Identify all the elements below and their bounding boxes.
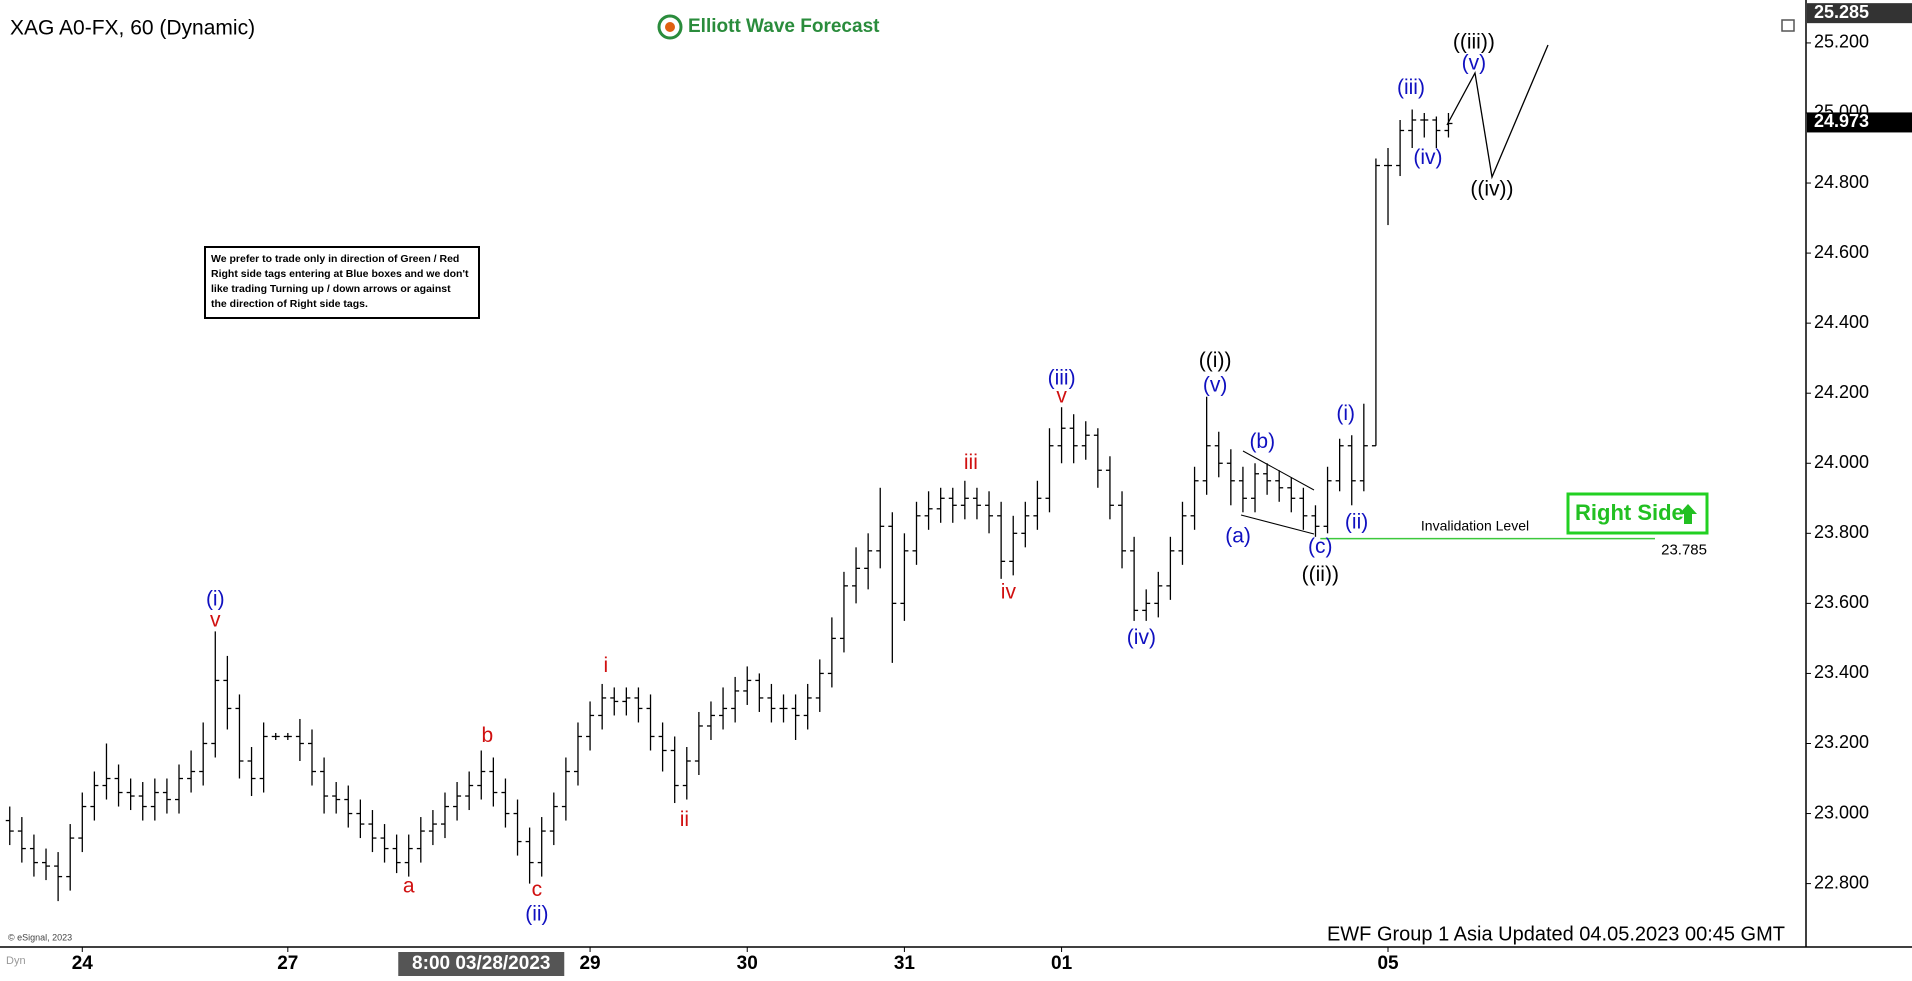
wave-label: ((i)) (1199, 349, 1232, 372)
y-tick-label: 25.200 (1814, 32, 1869, 52)
price-label-box (1807, 112, 1912, 133)
x-tick-label: 24 (72, 953, 94, 974)
note-line: We prefer to trade only in direction of … (211, 253, 459, 265)
wave-label: (iii) (1397, 76, 1425, 99)
y-tick-label: 23.600 (1814, 592, 1869, 612)
window-icon[interactable] (1781, 19, 1795, 32)
logo-dot (665, 22, 675, 32)
wave-label: ((iv)) (1470, 178, 1513, 201)
y-tick-label: 24.800 (1814, 172, 1869, 192)
note-line: the direction of Right side tags. (211, 298, 368, 310)
copyright: © eSignal, 2023 (8, 932, 72, 942)
x-tick-label: 01 (1051, 953, 1073, 974)
wave-label: (b) (1249, 430, 1275, 453)
wave-label: (ii) (1345, 510, 1368, 533)
y-tick-label: 23.400 (1814, 662, 1869, 682)
triangle-line (1240, 514, 1315, 535)
wave-label: (c) (1308, 535, 1333, 558)
wave-label: v (210, 608, 221, 631)
note-line: Right side tags entering at Blue boxes a… (211, 268, 469, 280)
crosshair-label: 8:00 03/28/2023 (412, 953, 550, 974)
price-label-box (1807, 3, 1912, 24)
wave-label: ((ii)) (1302, 563, 1339, 586)
x-tick-label: 31 (894, 953, 916, 974)
note-frame (204, 246, 480, 319)
price-label: 25.285 (1814, 2, 1869, 22)
wave-label: iv (1001, 580, 1017, 603)
brand-name: Elliott Wave Forecast (688, 16, 880, 37)
x-tick-label: 29 (579, 953, 600, 974)
x-tick-label: 05 (1377, 953, 1399, 974)
wave-label: a (403, 875, 415, 898)
y-tick-label: 23.800 (1814, 522, 1869, 542)
wave-label: ii (680, 808, 689, 831)
crosshair-box (398, 952, 565, 976)
wave-label: (ii) (525, 903, 548, 926)
wave-label: (v) (1203, 374, 1228, 397)
x-tick-label: 30 (737, 953, 758, 974)
wave-label: (iv) (1413, 146, 1442, 169)
invalidation-label: Invalidation Level (1421, 517, 1529, 533)
triangle-line (1242, 450, 1315, 491)
wave-label: i (603, 654, 608, 677)
invalidation-value: 23.785 (1661, 542, 1707, 559)
footer: EWF Group 1 Asia Updated 04.05.2023 00:4… (1327, 923, 1785, 945)
price-label: 24.973 (1814, 111, 1869, 131)
wave-label: (i) (1336, 402, 1355, 425)
wave-label: (iv) (1127, 626, 1156, 649)
y-tick-label: 24.600 (1814, 242, 1869, 262)
y-tick-label: 22.800 (1814, 872, 1869, 892)
right-side-tag: Right Side (1566, 492, 1709, 535)
x-tick-label: 27 (277, 953, 298, 974)
wave-label: ((iii)) (1453, 30, 1495, 53)
projection-path (1446, 44, 1549, 180)
wave-label: (a) (1225, 524, 1251, 547)
corner-label: Dyn (6, 955, 26, 967)
brand-logo: Elliott Wave Forecast (657, 14, 880, 40)
wave-label: (v) (1462, 51, 1487, 74)
wave-label: (iii) (1048, 367, 1076, 390)
wave-label: (i) (206, 587, 225, 610)
y-tick-label: 24.000 (1814, 452, 1869, 472)
wave-label: b (481, 724, 493, 747)
y-tick-label: 24.400 (1814, 312, 1869, 332)
y-tick-label: 23.000 (1814, 802, 1869, 822)
tag-text: Right Side (1575, 500, 1684, 525)
logo-ring (657, 14, 683, 40)
wave-label: iii (964, 451, 978, 474)
note-box: We prefer to trade only in direction of … (204, 246, 480, 319)
y-tick-label: 23.200 (1814, 732, 1869, 752)
tag-arrow (1679, 504, 1697, 524)
wave-label: v (1056, 384, 1067, 407)
y-tick-label: 24.200 (1814, 382, 1869, 402)
note-line: like trading Turning up / down arrows or… (211, 283, 451, 295)
chart-title: XAG A0-FX, 60 (Dynamic) (10, 17, 255, 40)
wave-label: c (532, 878, 543, 901)
